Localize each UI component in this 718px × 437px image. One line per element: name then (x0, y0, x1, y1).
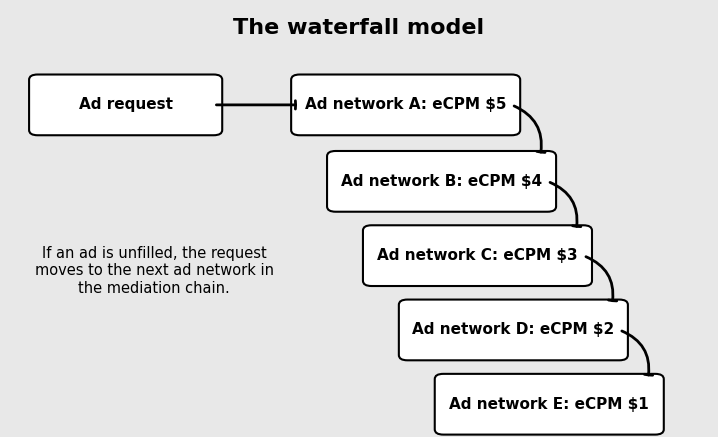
FancyBboxPatch shape (327, 151, 556, 212)
Text: Ad network B: eCPM $4: Ad network B: eCPM $4 (341, 174, 542, 189)
FancyBboxPatch shape (292, 74, 520, 135)
Text: Ad network D: eCPM $2: Ad network D: eCPM $2 (412, 323, 615, 337)
Text: If an ad is unfilled, the request
moves to the next ad network in
the mediation : If an ad is unfilled, the request moves … (35, 246, 274, 296)
FancyBboxPatch shape (29, 74, 223, 135)
Text: Ad network A: eCPM $5: Ad network A: eCPM $5 (305, 97, 506, 112)
FancyBboxPatch shape (363, 225, 592, 286)
Text: Ad network E: eCPM $1: Ad network E: eCPM $1 (449, 397, 649, 412)
FancyBboxPatch shape (399, 300, 628, 360)
Text: Ad request: Ad request (79, 97, 172, 112)
FancyBboxPatch shape (435, 374, 664, 434)
Text: Ad network C: eCPM $3: Ad network C: eCPM $3 (377, 248, 578, 263)
Text: The waterfall model: The waterfall model (233, 18, 485, 38)
